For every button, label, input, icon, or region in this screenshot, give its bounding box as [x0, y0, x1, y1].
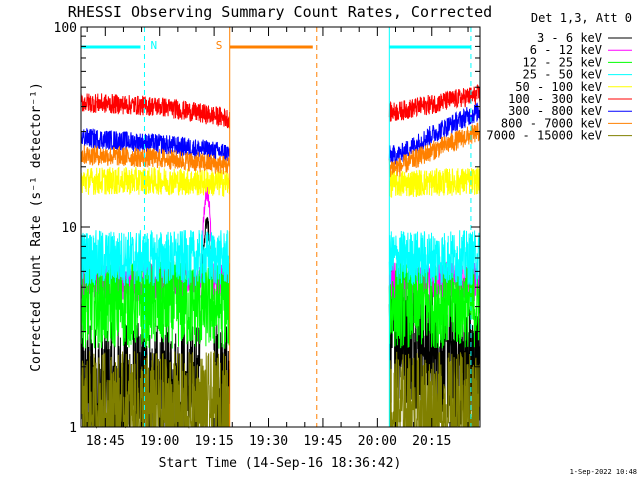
annotation-label-1: S [216, 39, 223, 52]
x-tick-label-2: 19:15 [195, 434, 234, 449]
x-tick-label-5: 20:00 [358, 434, 397, 449]
y-tick-label-0: 1 [69, 421, 77, 436]
legend-title: Det 1,3, Att 0 [531, 11, 632, 25]
x-tick-label-0: 18:45 [86, 434, 125, 449]
legend-label-7: 800 - 7000 keV [501, 116, 602, 130]
series-line-4 [80, 166, 481, 198]
series-line-2 [80, 260, 481, 349]
annotation-2 [388, 27, 472, 427]
legend-label-3: 25 - 50 keV [523, 68, 602, 82]
legend-label-4: 50 - 100 keV [515, 80, 602, 94]
x-tick-label-6: 20:15 [412, 434, 451, 449]
legend-label-6: 300 - 800 keV [508, 104, 602, 118]
annotation-label-0: N [150, 39, 157, 52]
legend-label-1: 6 - 12 keV [530, 43, 602, 57]
series-line-7 [80, 122, 481, 178]
series-line-6 [80, 102, 481, 165]
legend-label-8: 7000 - 15000 keV [486, 129, 602, 143]
series-line-5 [80, 83, 481, 129]
x-tick-label-1: 19:00 [140, 434, 179, 449]
chart-title: RHESSI Observing Summary Count Rates, Co… [68, 3, 492, 21]
footer-date: 1-Sep-2022 10:48 [570, 468, 637, 476]
series-line-3 [80, 230, 481, 286]
y-tick-label-2: 100 [54, 21, 77, 36]
x-axis-label: Start Time (14-Sep-16 18:36:42) [159, 456, 402, 471]
y-axis-label: Corrected Count Rate (s⁻¹ detector⁻¹) [29, 82, 44, 372]
legend-label-5: 100 - 300 keV [508, 92, 602, 106]
axes: 1 10 100 18:45 19:00 19:15 19:30 19:45 20:00 20:1… [54, 21, 480, 449]
x-tick-label-4: 19:45 [303, 434, 342, 449]
legend-label-0: 3 - 6 keV [537, 31, 602, 45]
legend-label-2: 12 - 25 keV [523, 55, 602, 69]
x-tick-label-3: 19:30 [249, 434, 288, 449]
annotation-1: S [216, 27, 318, 427]
y-tick-label-1: 10 [61, 221, 77, 236]
